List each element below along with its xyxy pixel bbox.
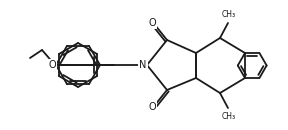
Text: N: N — [139, 60, 147, 70]
Text: O: O — [48, 60, 56, 70]
Text: CH₃: CH₃ — [222, 112, 236, 121]
Text: CH₃: CH₃ — [222, 10, 236, 19]
Text: O: O — [148, 18, 156, 28]
Text: O: O — [148, 102, 156, 112]
